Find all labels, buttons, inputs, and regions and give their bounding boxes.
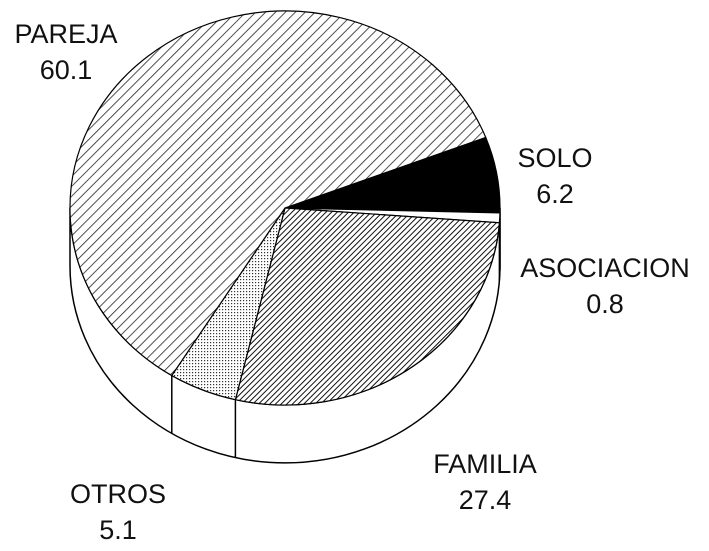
slice-label: ASOCIACION [520, 253, 690, 283]
slice-label: OTROS [70, 479, 166, 509]
slice-value: 60.1 [40, 55, 93, 85]
pie-slice [234, 207, 501, 406]
pie-slice [69, 10, 487, 377]
slice-label: FAMILIA [433, 449, 537, 479]
slice-value: 5.1 [99, 515, 137, 545]
slice-value: 6.2 [536, 179, 574, 209]
slice-value: 27.4 [459, 485, 512, 515]
slice-value: 0.8 [586, 289, 624, 319]
slice-label: SOLO [517, 143, 592, 173]
slice-label: PAREJA [14, 19, 117, 49]
